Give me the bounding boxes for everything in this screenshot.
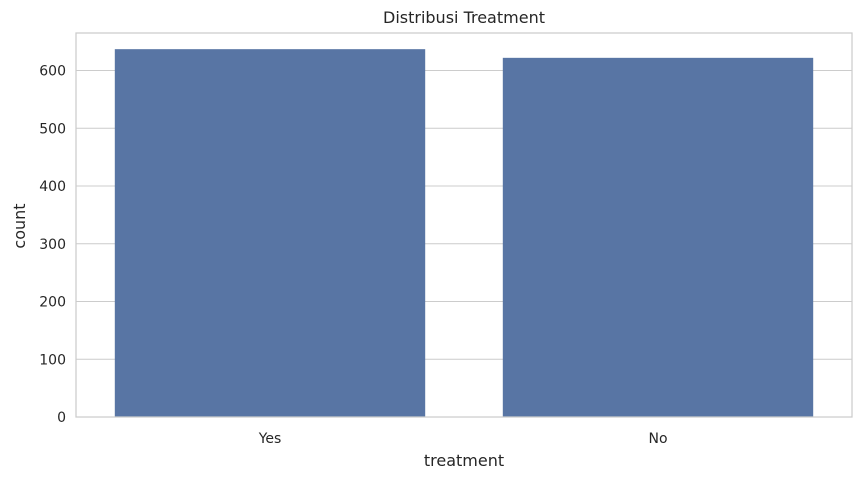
y-tick-label: 0 — [57, 410, 66, 426]
bar-no — [502, 57, 814, 417]
x-tick-label: Yes — [258, 431, 282, 447]
chart-title: Distribusi Treatment — [383, 8, 545, 27]
y-tick-label: 600 — [39, 64, 66, 80]
bar-yes — [114, 49, 426, 417]
y-tick-label: 300 — [39, 237, 66, 253]
x-tick-labels: Yes No — [258, 431, 668, 447]
x-axis-label: treatment — [424, 451, 504, 470]
axes-border — [75, 32, 853, 418]
axes-frame — [75, 32, 853, 418]
y-tick-label: 100 — [39, 352, 66, 368]
y-axis-label: count — [10, 203, 29, 248]
y-tick-labels: 0 100 200 300 400 500 600 — [39, 64, 66, 426]
y-tick-label: 500 — [39, 121, 66, 137]
bars — [114, 49, 814, 417]
y-tick-label: 200 — [39, 295, 66, 311]
x-tick-label: No — [648, 431, 667, 447]
y-tick-label: 400 — [39, 179, 66, 195]
